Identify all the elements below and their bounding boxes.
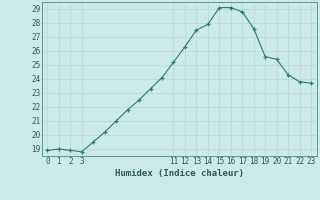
X-axis label: Humidex (Indice chaleur): Humidex (Indice chaleur) (115, 169, 244, 178)
